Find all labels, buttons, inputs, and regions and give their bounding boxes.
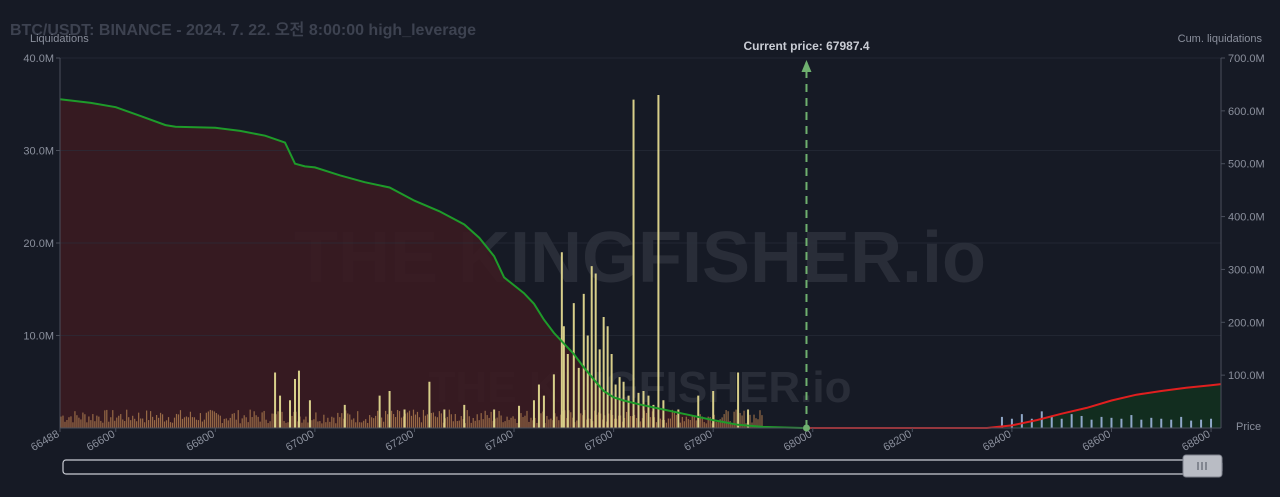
long-cumulative-area: [60, 99, 803, 428]
x-tick-label: 66800: [184, 428, 216, 454]
x-tick-label: 68000: [782, 428, 814, 454]
y-right-tick-label: 600.0M: [1228, 106, 1265, 118]
current-price-label: Current price: 67987.4: [743, 39, 869, 53]
x-tick-label: 67400: [483, 428, 515, 454]
range-scrollbar[interactable]: [62, 454, 1223, 478]
current-price-marker[interactable]: Current price: 67987.4: [743, 39, 870, 432]
x-tick-label: 67800: [682, 428, 714, 454]
grid-lines: [60, 57, 1221, 336]
y-left-tick-label: 10.0M: [23, 331, 54, 343]
liquidation-bars[interactable]: [60, 95, 1213, 428]
y-right-tick-label: 700.0M: [1228, 53, 1265, 65]
long-cumulative-line: [59, 98, 803, 429]
y-left-tick-label: 30.0M: [23, 146, 54, 158]
y-left-axis-title: Liquidations: [30, 33, 89, 45]
x-tick-label: 67000: [284, 428, 316, 454]
y-left-tick-label: 20.0M: [23, 238, 54, 250]
current-price-dot: [802, 424, 810, 432]
x-tick-label: 67600: [583, 428, 615, 454]
x-tick-label: 66600: [85, 428, 117, 454]
chart-title: BTC/USDT: BINANCE - 2024. 7. 22. 오전 8:00…: [10, 22, 477, 39]
y-right-tick-label: 300.0M: [1228, 264, 1265, 276]
y-right-tick-label: 400.0M: [1228, 212, 1265, 224]
cumulative-lines[interactable]: [59, 98, 1222, 429]
current-price-arrow: [801, 60, 812, 72]
x-axis-title: Price: [1236, 421, 1262, 433]
x-tick-label: 66488: [29, 428, 61, 454]
y-right-tick-label: 100.0M: [1228, 370, 1265, 382]
x-tick-label: 68800: [1180, 428, 1212, 454]
x-tick-label: 68400: [981, 428, 1013, 454]
y-right-tick-label: 500.0M: [1228, 159, 1265, 171]
y-left-tick-label: 40.0M: [23, 53, 54, 65]
x-tick-label: 67200: [383, 428, 415, 454]
y-right-axis-title: Cum. liquidations: [1177, 33, 1262, 45]
y-right-tick-label: 200.0M: [1228, 317, 1265, 329]
scrollbar-track: [62, 459, 1223, 475]
cumulative-areas: [60, 99, 1221, 428]
x-tick-label: 68200: [881, 428, 913, 454]
x-tick-label: 68600: [1080, 428, 1112, 454]
short-cumulative-area: [807, 384, 1221, 428]
short-cumulative-line: [807, 383, 1222, 429]
